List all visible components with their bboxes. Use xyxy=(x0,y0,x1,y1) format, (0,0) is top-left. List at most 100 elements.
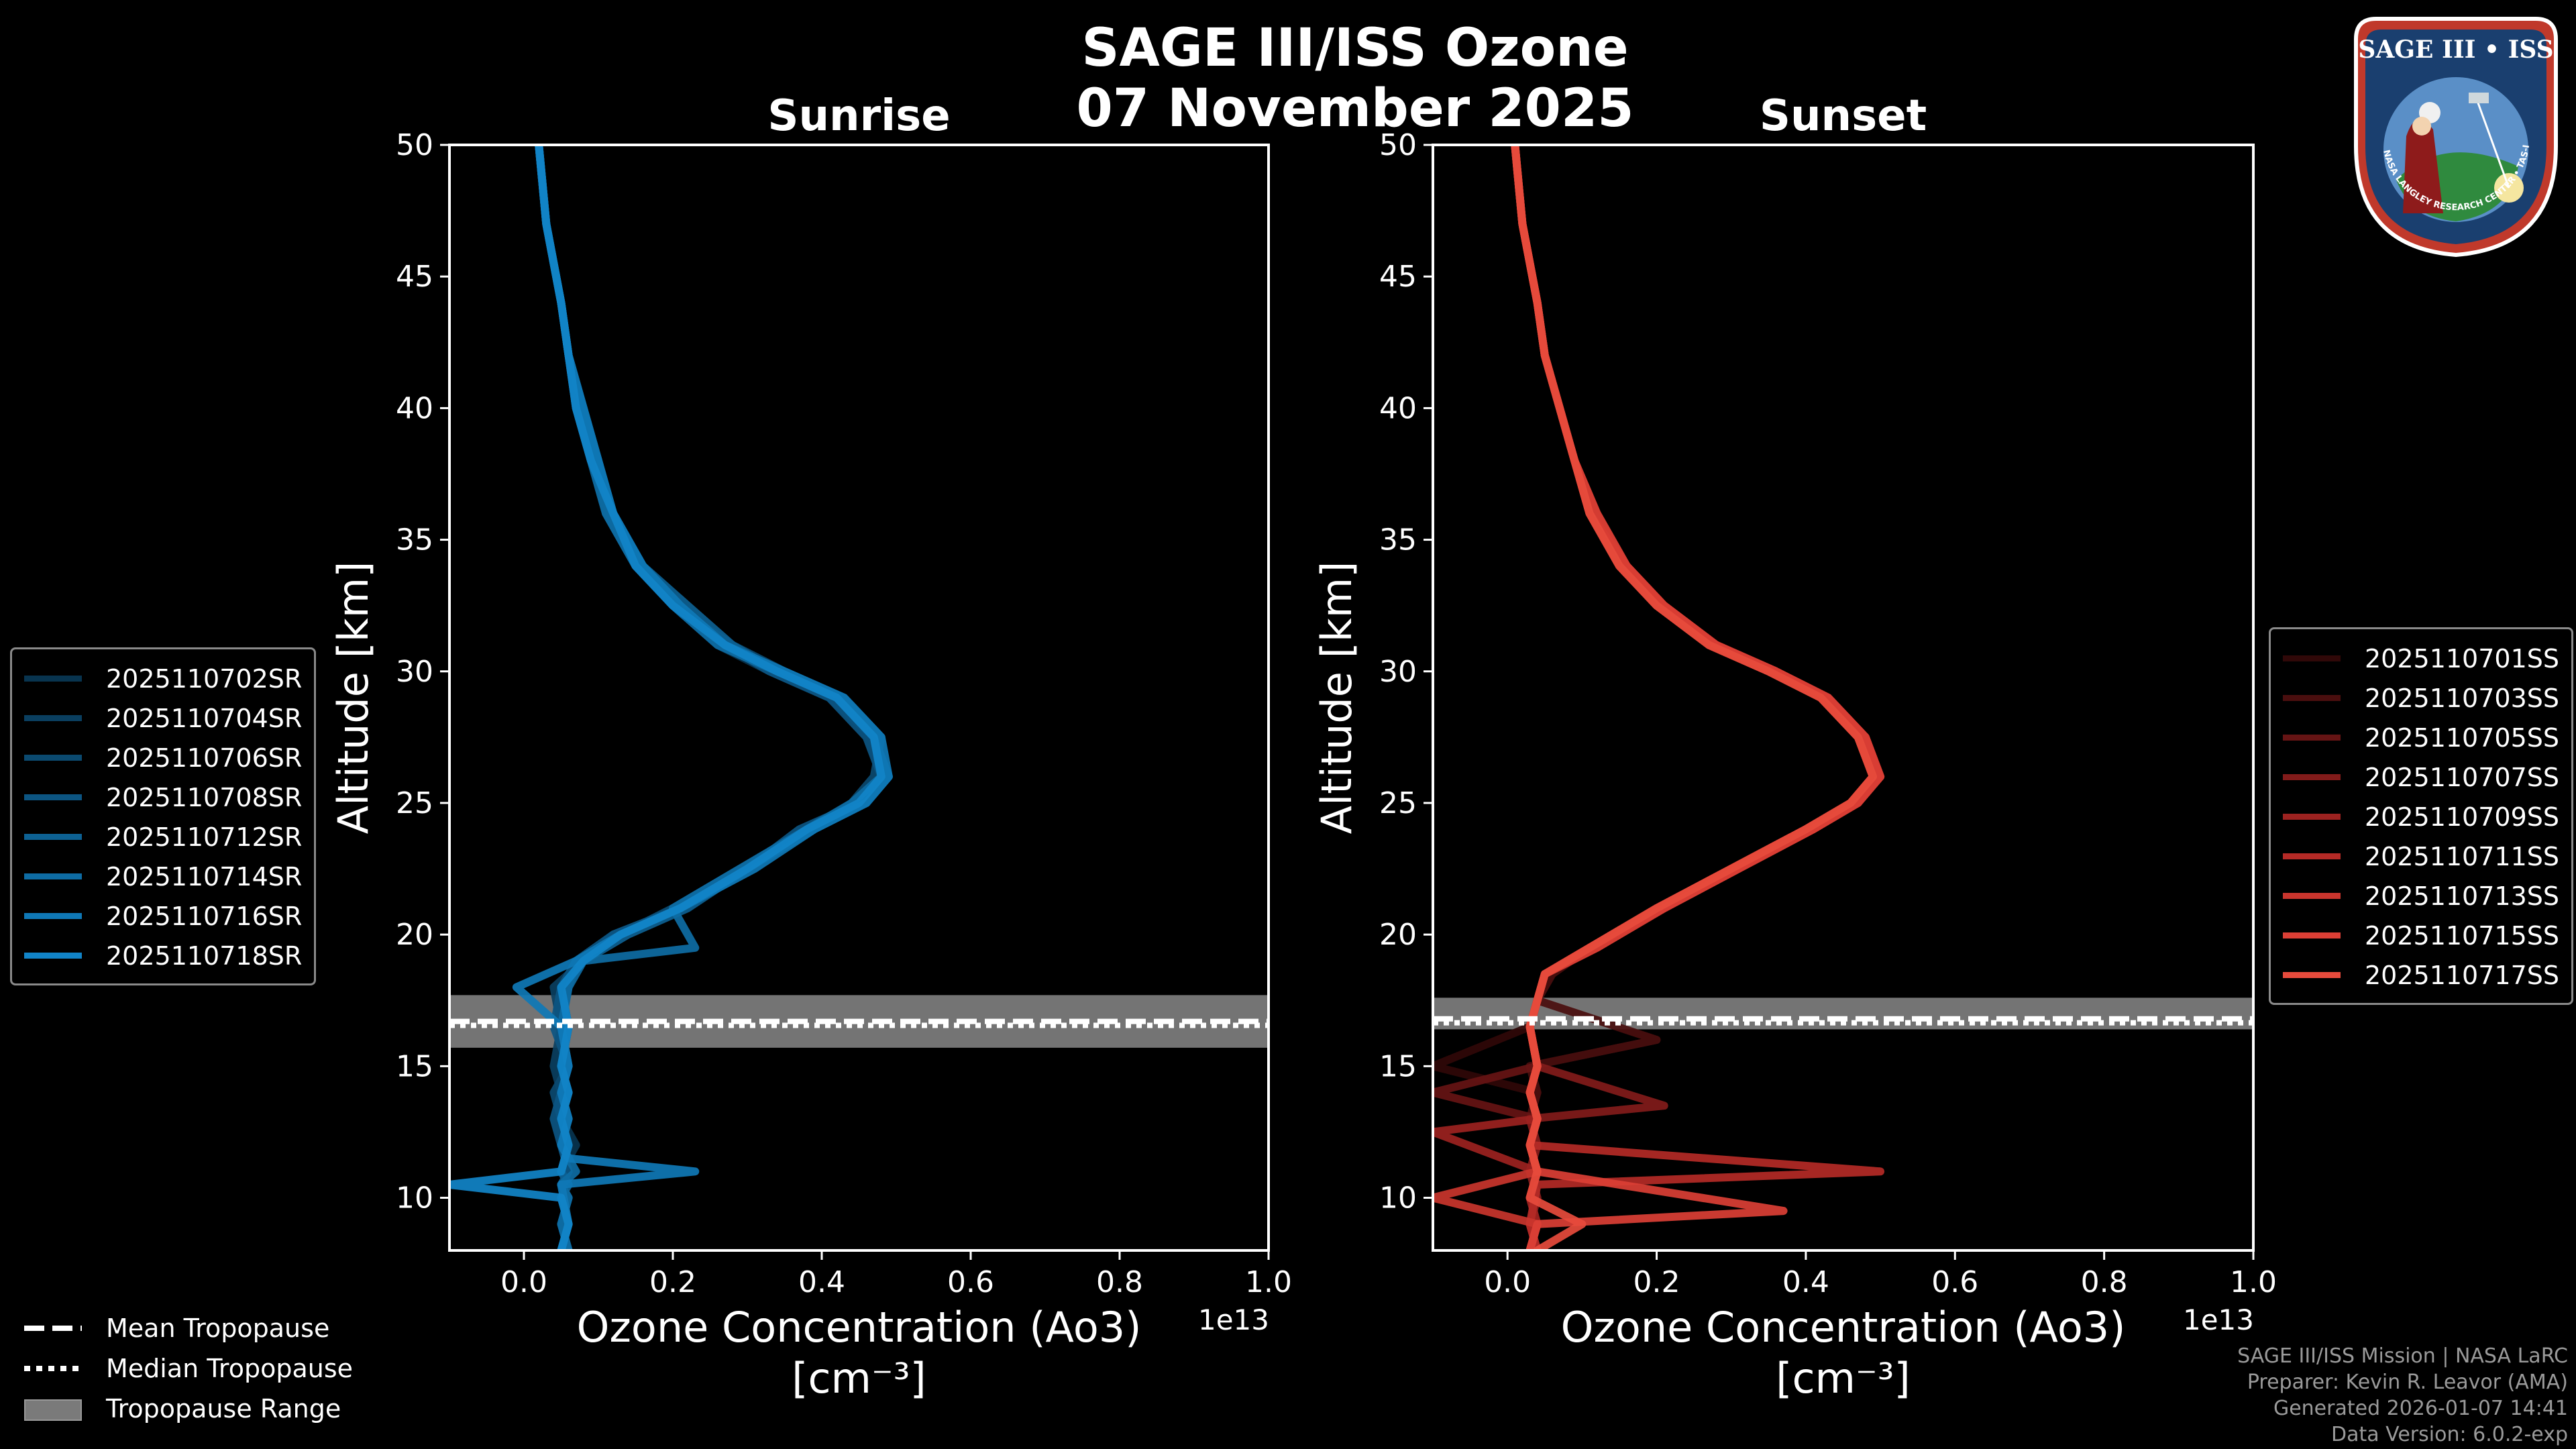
legend-range-label: Tropopause Range xyxy=(106,1394,341,1424)
sunrise-xtick-label-0.0: 0.0 xyxy=(500,1265,547,1299)
legend-label: 2025110702SR xyxy=(106,663,303,694)
sunset-ytick-label-40: 40 xyxy=(1379,391,1417,425)
sunset-xtick-label-0.2: 0.2 xyxy=(1633,1265,1680,1299)
sunrise-xtick-label-0.6: 0.6 xyxy=(947,1265,994,1299)
legend-item-2025110705SS: 2025110705SS xyxy=(2283,718,2559,757)
sunrise-panel-title: Sunrise xyxy=(767,91,950,141)
legend-label: 2025110715SS xyxy=(2365,920,2560,951)
sunrise-xtick-label-0.4: 0.4 xyxy=(798,1265,845,1299)
legend-swatch xyxy=(2283,774,2341,780)
sunrise-ytick-label-15: 15 xyxy=(396,1049,433,1083)
legend-swatch xyxy=(24,873,82,879)
legend-swatch xyxy=(2283,893,2341,899)
legend-item-2025110703SS: 2025110703SS xyxy=(2283,678,2559,718)
tropopause-legend: Mean Tropopause Median Tropopause Tropop… xyxy=(24,1308,353,1429)
sunrise-ylabel: Altitude [km] xyxy=(329,561,378,835)
sunset-plot-area xyxy=(1433,145,2253,1250)
legend-swatch xyxy=(24,913,82,919)
legend-swatch xyxy=(2283,695,2341,701)
sunset-legend: 2025110701SS 2025110703SS 2025110705SS 2025… xyxy=(2269,627,2574,1005)
legend-label: 2025110703SS xyxy=(2365,683,2560,713)
legend-item-2025110715SS: 2025110715SS xyxy=(2283,916,2559,955)
logo-title: SAGE III • ISS xyxy=(2358,36,2553,64)
legend-label: 2025110709SS xyxy=(2365,802,2560,832)
sunrise-ytick-label-45: 45 xyxy=(396,260,433,294)
legend-swatch xyxy=(24,794,82,800)
legend-item-2025110709SS: 2025110709SS xyxy=(2283,797,2559,837)
page-title: SAGE III/ISS Ozone xyxy=(1081,18,1629,78)
legend-label: 2025110716SR xyxy=(106,901,303,931)
legend-swatch xyxy=(24,715,82,721)
sunset-ytick-label-35: 35 xyxy=(1379,523,1417,557)
sunset-ylabel: Altitude [km] xyxy=(1312,561,1361,835)
legend-swatch xyxy=(24,676,82,682)
sunrise-xlabel-line2: [cm⁻³] xyxy=(792,1354,926,1403)
sunrise-xlabel-line1: Ozone Concentration (Ao3) xyxy=(577,1303,1142,1352)
legend-label: 2025110712SR xyxy=(106,822,303,852)
legend-median-label: Median Tropopause xyxy=(106,1354,353,1383)
sunset-ytick-label-15: 15 xyxy=(1379,1049,1417,1083)
dashed-line-swatch xyxy=(24,1316,82,1340)
legend-item-2025110708SR: 2025110708SR xyxy=(24,777,302,817)
sunrise-xtick-label-0.8: 0.8 xyxy=(1096,1265,1143,1299)
sunset-ytick-label-20: 20 xyxy=(1379,918,1417,952)
legend-label: 2025110711SS xyxy=(2365,841,2560,871)
legend-swatch xyxy=(2283,932,2341,938)
sunrise-panel: 10 15 20 25 30 35 40 45 50 0.0 0.2 0.4 0.6 0.8 1.0 1e13… xyxy=(329,91,1292,1403)
legend-item-2025110711SS: 2025110711SS xyxy=(2283,837,2559,876)
sunset-panel-title: Sunset xyxy=(1760,91,1927,141)
page-subtitle-date: 07 November 2025 xyxy=(1076,78,1634,139)
legend-label: 2025110708SR xyxy=(106,782,303,812)
footer-preparer: Preparer: Kevin R. Leavor (AMA) xyxy=(2247,1371,2568,1394)
sunset-xtick-label-0.6: 0.6 xyxy=(1931,1265,1978,1299)
sunset-ytick-label-45: 45 xyxy=(1379,260,1417,294)
footer-mission: SAGE III/ISS Mission | NASA LaRC xyxy=(2237,1344,2568,1368)
legend-item-2025110716SR: 2025110716SR xyxy=(24,896,302,936)
legend-swatch xyxy=(24,755,82,761)
sunset-ytick-label-30: 30 xyxy=(1379,655,1417,689)
legend-mean-tropopause: Mean Tropopause xyxy=(24,1308,353,1348)
sunset-axes-frame xyxy=(1432,144,2255,1252)
legend-label: 2025110704SR xyxy=(106,703,303,733)
legend-label: 2025110705SS xyxy=(2365,722,2560,753)
legend-item-2025110717SS: 2025110717SS xyxy=(2283,955,2559,995)
legend-label: 2025110706SR xyxy=(106,743,303,773)
sunset-xtick-label-1.0: 1.0 xyxy=(2230,1265,2277,1299)
sunrise-ytick-label-35: 35 xyxy=(396,523,433,557)
legend-median-tropopause: Median Tropopause xyxy=(24,1348,353,1389)
range-patch-swatch xyxy=(24,1397,82,1421)
legend-item-2025110707SS: 2025110707SS xyxy=(2283,757,2559,797)
legend-item-2025110712SR: 2025110712SR xyxy=(24,817,302,857)
legend-tropopause-range: Tropopause Range xyxy=(24,1389,353,1429)
legend-item-2025110706SR: 2025110706SR xyxy=(24,738,302,777)
sunset-xtick-label-0.8: 0.8 xyxy=(2081,1265,2128,1299)
legend-swatch xyxy=(2283,735,2341,741)
legend-label: 2025110707SS xyxy=(2365,762,2560,792)
legend-item-2025110702SR: 2025110702SR xyxy=(24,659,302,698)
footer-generated: Generated 2026-01-07 14:41 xyxy=(2273,1397,2568,1420)
legend-swatch xyxy=(2283,814,2341,820)
legend-swatch xyxy=(2283,655,2341,661)
legend-label: 2025110714SR xyxy=(106,861,303,892)
legend-item-2025110701SS: 2025110701SS xyxy=(2283,639,2559,678)
sunset-ytick-label-50: 50 xyxy=(1379,128,1417,162)
legend-swatch xyxy=(2283,853,2341,859)
sunrise-xtick-label-0.2: 0.2 xyxy=(649,1265,696,1299)
sunset-xlabel-line2: [cm⁻³] xyxy=(1776,1354,1910,1403)
sunset-panel: 10 15 20 25 30 35 40 45 50 0.0 0.2 0.4 0.6 0.8 1.0 1e13… xyxy=(1312,91,2277,1403)
legend-item-2025110704SR: 2025110704SR xyxy=(24,698,302,738)
sunrise-plot-area xyxy=(449,145,1269,1250)
legend-swatch xyxy=(2283,972,2341,978)
sunset-xlabel-line1: Ozone Concentration (Ao3) xyxy=(1561,1303,2126,1352)
legend-item-2025110718SR: 2025110718SR xyxy=(24,936,302,975)
legend-item-2025110713SS: 2025110713SS xyxy=(2283,876,2559,916)
legend-label: 2025110717SS xyxy=(2365,960,2560,990)
sage-mission-logo: SAGE III • ISS BALL • NASA LANGLEY RESEA… xyxy=(2343,12,2558,258)
legend-label: 2025110713SS xyxy=(2365,881,2560,911)
sunset-x-offset-label: 1e13 xyxy=(2183,1303,2254,1336)
legend-label: 2025110701SS xyxy=(2365,643,2560,674)
sunset-series-line-2025110717SS xyxy=(1511,145,1877,1250)
sunrise-x-offset-label: 1e13 xyxy=(1198,1303,1269,1336)
